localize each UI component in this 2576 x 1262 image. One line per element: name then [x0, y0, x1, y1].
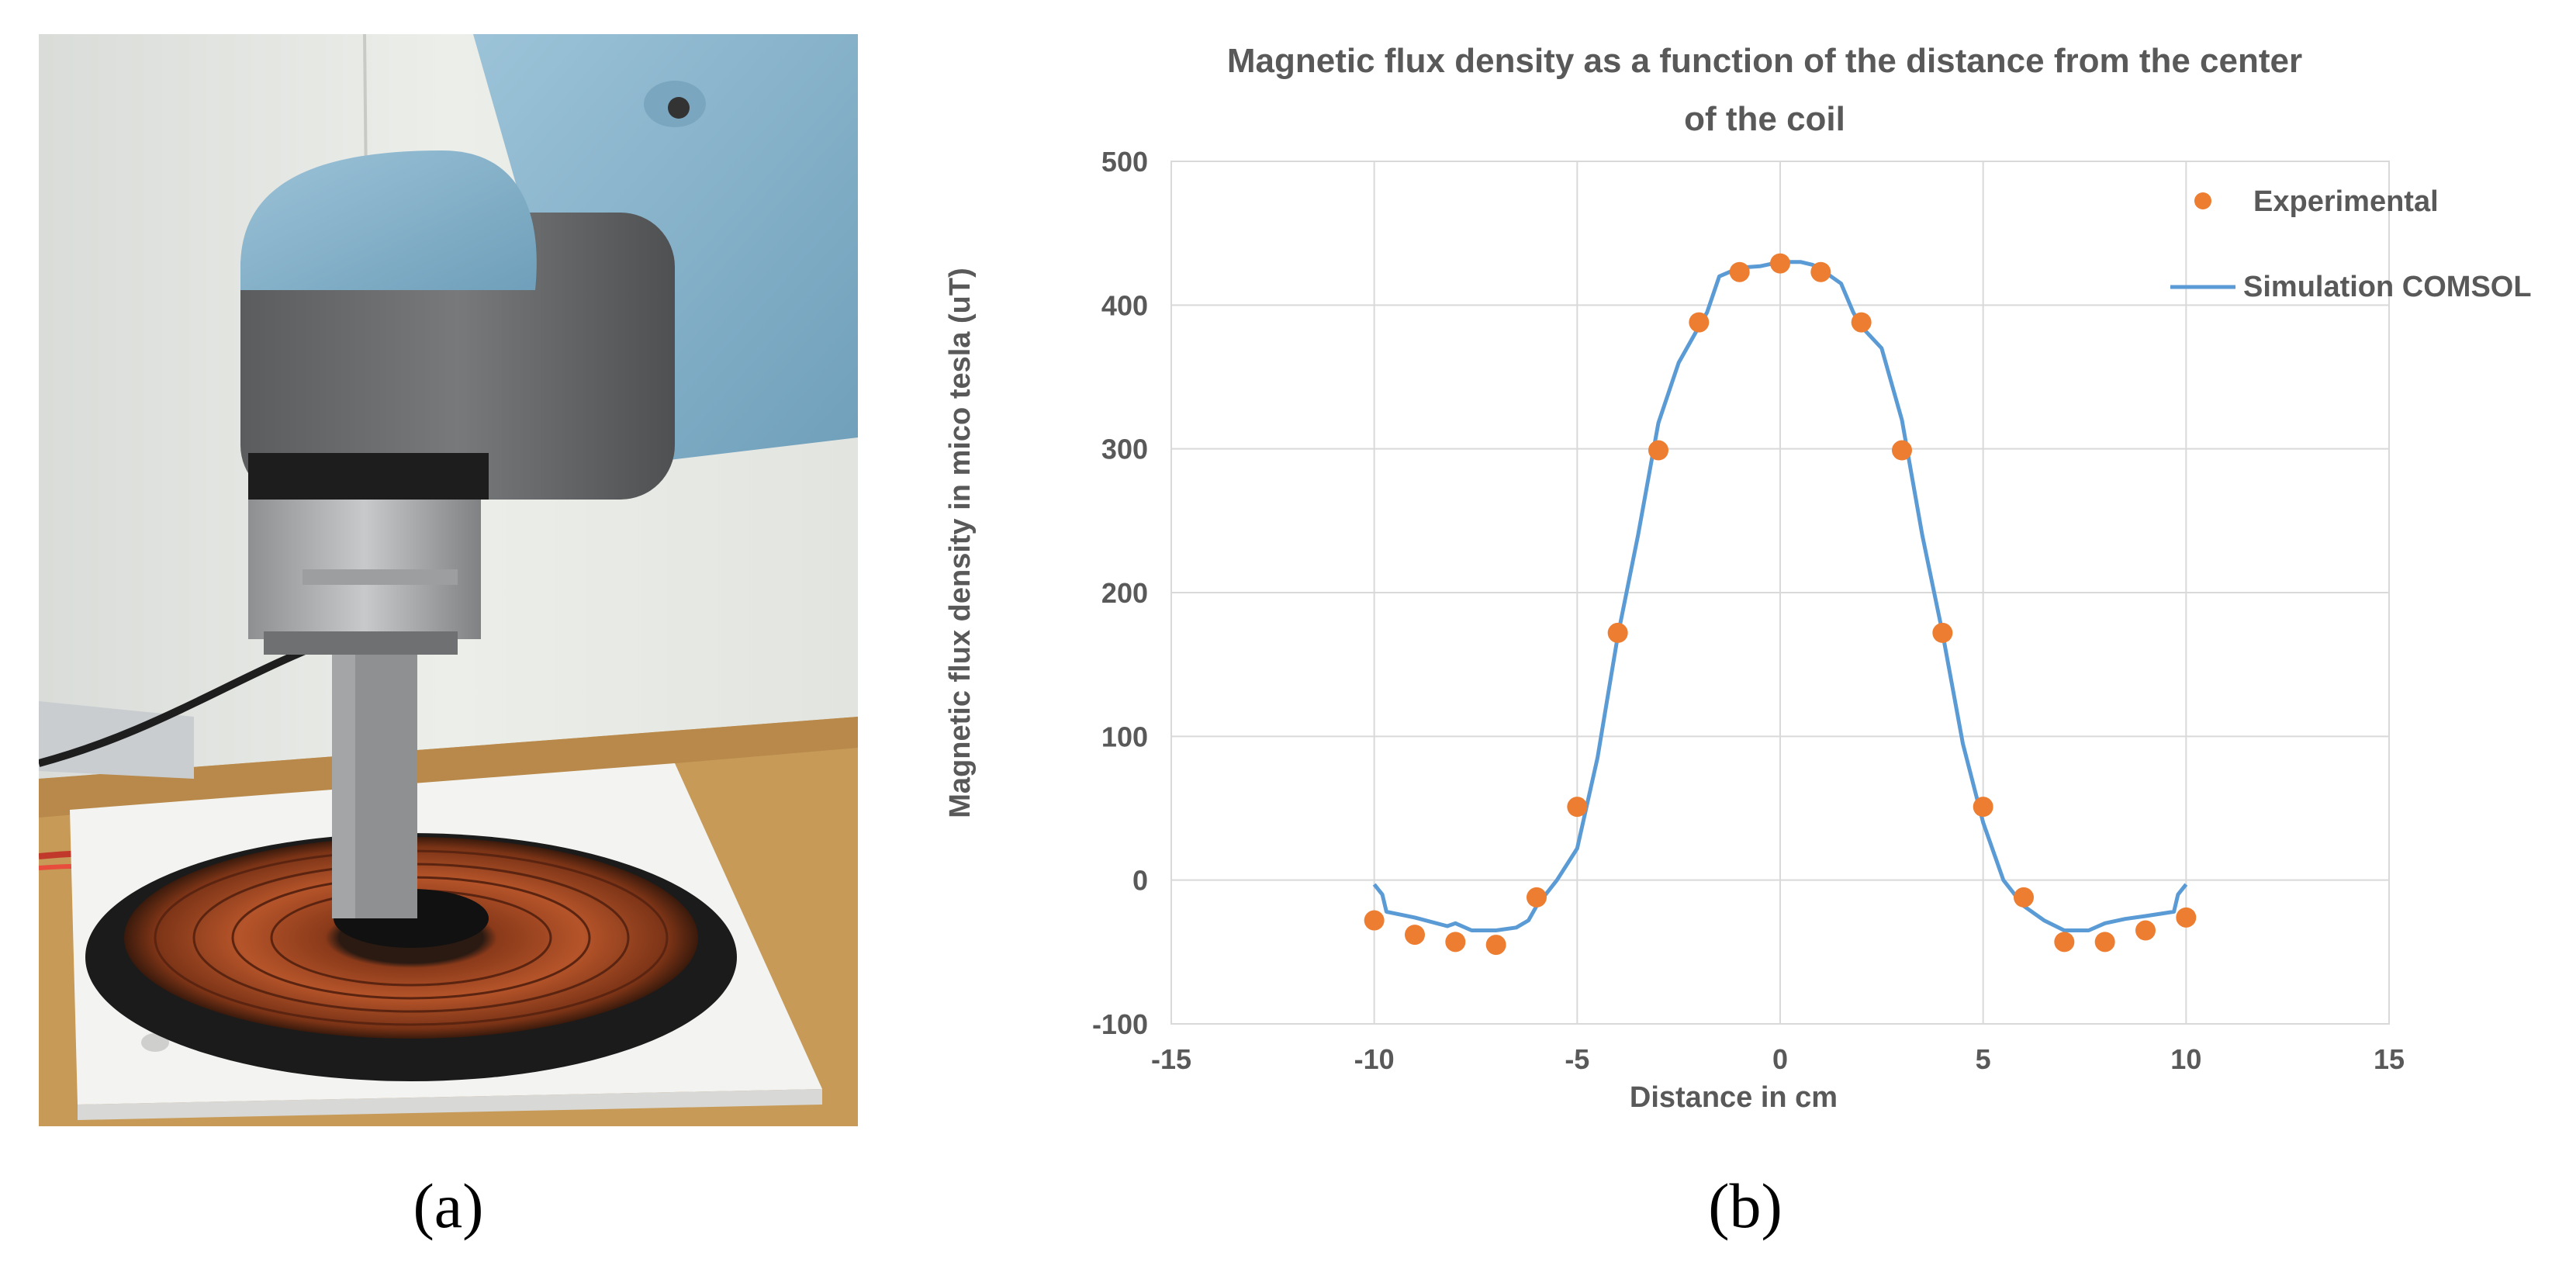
- x-tick-label: -15: [1151, 1043, 1191, 1075]
- legend: Experimental Simulation COMSOL: [2170, 185, 2532, 303]
- y-tick-label: 300: [1101, 434, 1148, 465]
- legend-experimental-marker: [2194, 192, 2211, 209]
- experimental-point: [1485, 935, 1506, 956]
- experimental-point: [1689, 312, 1710, 333]
- robot-coil-photo: [39, 34, 858, 1126]
- experimental-point: [1810, 261, 1831, 282]
- experimental-point: [1770, 253, 1790, 274]
- cable-icon: [39, 635, 335, 767]
- experimental-points: [1364, 253, 2197, 956]
- plot-area-border: [1170, 161, 2390, 1025]
- y-tick-label: 500: [1101, 146, 1148, 178]
- experimental-point: [2094, 932, 2115, 953]
- x-tick-label: 10: [2170, 1043, 2201, 1075]
- x-tick-label: -5: [1565, 1043, 1589, 1075]
- panel-label-b: (b): [1708, 1170, 1782, 1241]
- x-tick-label: 5: [1976, 1043, 1991, 1075]
- experimental-point: [1851, 312, 1872, 333]
- experimental-point: [1892, 440, 1912, 461]
- y-tick-label: 400: [1101, 289, 1148, 321]
- legend-experimental-label: Experimental: [2253, 185, 2439, 218]
- experimental-point: [1527, 887, 1547, 908]
- x-tick-label: 0: [1772, 1043, 1788, 1075]
- experimental-point: [2176, 907, 2197, 928]
- x-tick-label: -10: [1354, 1043, 1395, 1075]
- grid-lines: [1170, 161, 2390, 1025]
- y-axis-label: Magnetic flux density in mico tesla (uT): [944, 268, 977, 818]
- flux-density-chart: -100 0 100 200 300 400 500 -15 -10 -5 0 5 10 15 Magne…: [944, 42, 2532, 1114]
- tick-labels: -100 0 100 200 300 400 500 -15 -10 -5 0 5 10 15: [1092, 146, 2405, 1075]
- panel-label-a: (a): [413, 1170, 484, 1241]
- experimental-point: [1405, 925, 1425, 946]
- x-axis-label: Distance in cm: [1630, 1081, 1838, 1114]
- y-tick-label: 200: [1101, 577, 1148, 609]
- x-tick-label: 15: [2374, 1043, 2405, 1075]
- experimental-point: [2054, 932, 2075, 953]
- experimental-point: [1729, 261, 1750, 282]
- y-tick-label: -100: [1092, 1008, 1148, 1040]
- y-tick-label: 0: [1132, 865, 1148, 897]
- experimental-point: [1648, 440, 1668, 461]
- chart-title-line1: Magnetic flux density as a function of t…: [1227, 42, 2302, 80]
- experimental-point: [1973, 797, 1993, 818]
- experimental-point: [1607, 622, 1628, 643]
- experimental-point: [1567, 797, 1588, 818]
- experimental-point: [2135, 920, 2156, 941]
- legend-simulation-label: Simulation COMSOL: [2243, 271, 2532, 303]
- experimental-point: [1445, 932, 1466, 953]
- chart-title-line2: of the coil: [1684, 100, 1845, 138]
- experimental-point: [1932, 622, 1953, 643]
- experimental-point: [1364, 910, 1385, 931]
- axes: [1170, 161, 2390, 1025]
- y-tick-label: 100: [1101, 721, 1148, 752]
- experimental-point: [2014, 887, 2034, 908]
